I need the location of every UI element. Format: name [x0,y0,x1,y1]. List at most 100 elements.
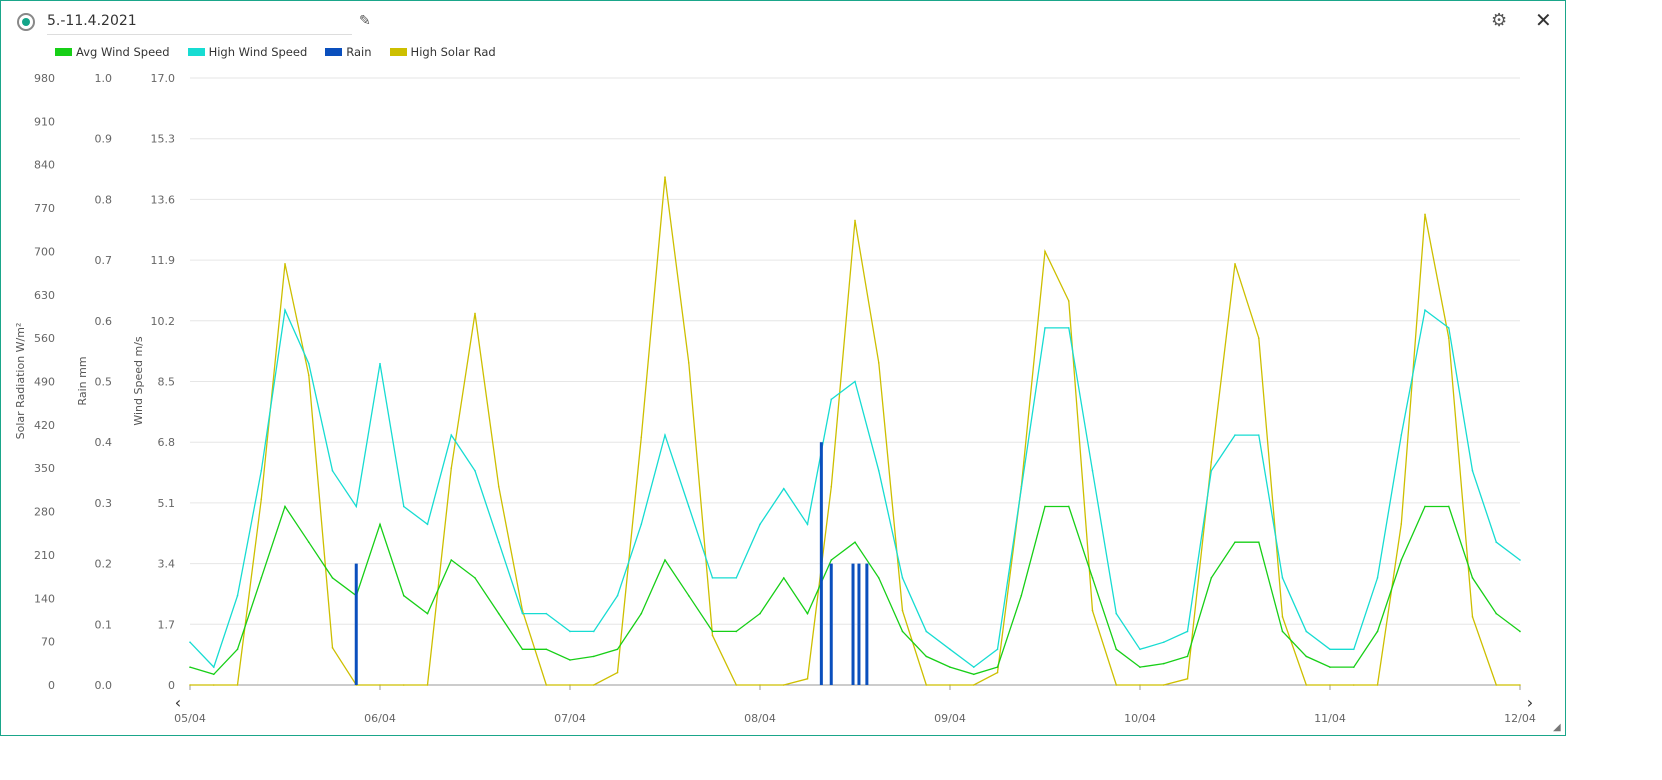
rain-bar [819,442,823,685]
data-point [735,630,738,633]
rain-tick-label: 0.2 [95,558,113,571]
wind-tick-label: 5.1 [158,497,176,510]
data-point [1329,684,1331,686]
data-point [1257,337,1260,339]
resize-handle-icon[interactable]: ◢ [1553,722,1561,733]
x-tick-label: 12/04 [1504,712,1536,725]
data-point [1305,684,1308,686]
legend-swatch [55,48,72,56]
solar-tick-label: 140 [34,592,55,605]
data-point [189,666,191,668]
rain-tick-label: 0.7 [95,254,113,267]
rain-tick-label: 0.8 [95,193,113,206]
data-point [1281,616,1284,618]
legend-label: High Solar Rad [410,45,496,59]
data-point [972,673,975,676]
data-point [402,505,405,508]
data-point [1067,327,1070,329]
data-point [331,577,334,579]
legend-item-avg-wind[interactable]: Avg Wind Speed [55,45,170,59]
data-point [1329,666,1331,668]
data-point [616,671,619,674]
data-point [426,684,429,686]
data-point [236,648,239,651]
series-select-radio[interactable] [17,13,35,31]
data-point [1376,684,1379,686]
data-point [1234,434,1236,436]
data-point [1447,505,1450,508]
chart-title-input[interactable]: 5.-11.4.2021 [47,10,352,35]
legend-swatch [187,48,205,56]
legend-item-high-wind[interactable]: High Wind Speed [187,45,307,59]
data-point [307,374,310,377]
chart-plot: 0 1.7 3.4 5.1 6.8 8.5 10.2 11.9 13.6 15.3 17.0 0.0 0… [14,72,1536,725]
data-point [782,684,785,686]
legend: Avg Wind Speed High Wind Speed Rain High… [55,45,496,59]
data-point [640,523,643,526]
data-point [830,485,833,488]
legend-swatch [389,48,407,56]
rain-bar [829,563,833,685]
data-point [1067,300,1070,302]
data-point [189,641,191,643]
data-point [901,609,904,612]
data-point [1519,684,1521,686]
rain-bar [865,563,869,685]
data-point [1044,505,1046,508]
data-point [711,630,714,633]
data-point [1257,434,1260,436]
legend-item-solar[interactable]: High Solar Rad [389,45,496,59]
data-point [497,485,500,488]
data-point [1495,612,1498,615]
data-point [189,684,191,686]
data-point [687,594,690,597]
legend-item-rain[interactable]: Rain [325,45,372,59]
data-point [949,666,951,668]
data-point [996,648,999,651]
solar-tick-label: 840 [34,159,55,172]
data-point [1424,505,1426,508]
data-point [1471,469,1474,472]
data-point [877,577,880,579]
data-point [1424,213,1426,216]
x-tick-label: 07/04 [554,712,586,725]
legend-label: Avg Wind Speed [76,45,170,59]
wind-tick-label: 10.2 [151,315,176,328]
data-point [996,666,999,668]
data-point [782,577,785,579]
data-point [877,469,880,472]
data-point [972,684,975,686]
pencil-icon[interactable]: ✎ [359,13,371,29]
solar-tick-label: 210 [34,549,55,562]
data-point [664,559,666,561]
gear-icon[interactable]: ⚙ [1491,10,1508,31]
data-point [735,684,738,686]
data-point [996,671,999,674]
rain-tick-label: 1.0 [95,72,113,85]
data-point [402,594,405,597]
data-point [687,362,690,364]
data-point [284,309,286,311]
data-point [1495,541,1498,543]
data-point [1447,327,1450,329]
solar-tick-label: 70 [41,636,55,649]
close-icon[interactable]: ✕ [1535,8,1552,32]
scroll-right-icon[interactable]: › [1527,693,1533,712]
legend-label: Rain [346,45,372,59]
wind-tick-label: 6.8 [158,436,176,449]
data-point [806,523,809,526]
series-line-high-solar-rad [190,177,1520,686]
solar-tick-label: 420 [34,419,55,432]
wind-tick-label: 3.4 [158,558,176,571]
data-point [450,434,453,436]
scroll-left-icon[interactable]: ‹ [175,693,181,712]
data-point [569,659,571,661]
data-point [664,176,666,178]
rain-tick-label: 0.4 [95,436,113,449]
rain-axis-title: Rain mm [76,356,89,405]
data-point [759,684,761,686]
data-point [949,684,951,686]
rain-tick-label: 0.0 [95,679,113,692]
data-point [1519,630,1521,633]
data-point [1162,641,1165,643]
